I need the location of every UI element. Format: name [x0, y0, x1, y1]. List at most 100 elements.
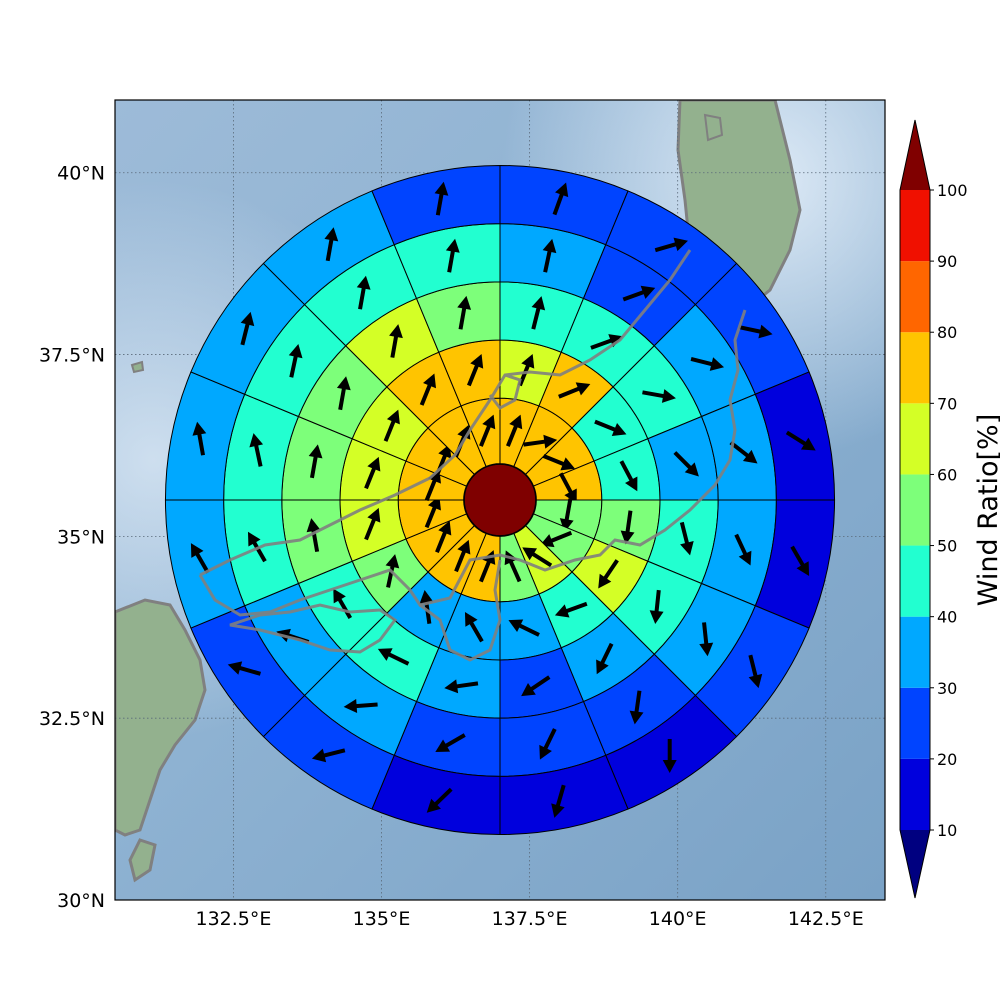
wind-arrow-r4-s3: [785, 430, 816, 451]
wind-arrow-r0-s4: [559, 498, 574, 533]
colorbar-under-triangle: [900, 830, 930, 898]
wind-arrow-r4-s10: [227, 661, 261, 676]
lon-tick-label-1: 135°E: [353, 908, 411, 930]
wind-arrow-r4-s13: [240, 311, 255, 346]
wind-arrow-r1-s12: [364, 456, 381, 490]
wind-arrow-r4-s11: [190, 543, 210, 574]
lon-tick-label-3: 140°E: [649, 908, 707, 930]
wind-arrow-r2-s3: [673, 451, 699, 477]
wind-arrow-r4-s1: [654, 237, 688, 253]
wind-arrow-r3-s8: [435, 733, 466, 753]
lon-tick-label-4: 142.5°E: [788, 908, 864, 930]
colorbar-segment-0: [900, 758, 930, 830]
wind-arrow-r1-s4: [620, 510, 635, 545]
wind-arrow-r1-s0: [518, 353, 535, 387]
colorbar-label-2: 30: [937, 679, 957, 698]
wind-arrow-r2-s14: [389, 324, 403, 358]
wind-arrow-r2-s8: [444, 679, 479, 694]
coastline-overlay: [198, 249, 747, 662]
wind-arrow-r2-s9: [377, 648, 410, 666]
wind-arrow-r2-s10: [333, 588, 353, 620]
lon-tick-label-0: 132.5°E: [196, 908, 272, 930]
landmass-tsushima: [130, 360, 145, 374]
colorbar-segment-5: [900, 403, 930, 475]
colorbar-label-4: 50: [937, 537, 957, 556]
wind-arrow-r1-s5: [598, 559, 619, 589]
wind-arrow-r1-s6: [554, 601, 588, 618]
landmass-sado: [703, 113, 724, 142]
wind-arrow-r0-s10: [435, 520, 452, 554]
landmass-kyushu-south: [128, 838, 157, 883]
wind-arrow-r1-s13: [383, 409, 400, 442]
colorbar-label-3: 40: [937, 608, 957, 627]
lat-tick-label-1: 32.5°N: [39, 708, 105, 730]
coastline-kii: [419, 559, 502, 662]
wind-arrow-r4-s6: [662, 738, 677, 773]
axis-tick-labels: 30°N 32.5°N 35°N 37.5°N 40°N 132.5°E 135°E 137.…: [39, 163, 864, 930]
wind-arrow-r1-s14: [419, 373, 437, 406]
wind-arrow-r3-s7: [539, 728, 557, 760]
wind-arrow-r4-s2: [738, 324, 773, 339]
colorbar-segment-6: [900, 332, 930, 404]
map-frame: 30°N 32.5°N 35°N 37.5°N 40°N 132.5°E 135°E 137.…: [39, 99, 886, 930]
wind-arrow-r3-s6: [629, 690, 644, 725]
colorbar-title: Wind Ratio[%]: [973, 414, 1000, 606]
wind-arrow-r0-s1: [523, 434, 558, 449]
wind-arrow-r2-s2: [642, 389, 676, 403]
colorbar-label-1: 20: [937, 750, 957, 769]
lon-tick-label-2: 137.5°E: [492, 908, 568, 930]
colorbar-label-8: 90: [937, 252, 957, 271]
wind-arrow-r0-s15: [479, 414, 496, 447]
colorbar-label-5: 60: [937, 465, 957, 484]
wind-arrow-r3-s15: [445, 238, 460, 273]
coastline-honshu: [198, 249, 747, 617]
wind-arrow-r3-s1: [622, 285, 656, 302]
wind-arrow-r1-s2: [594, 419, 627, 437]
wind-arrow-r2-s15: [457, 295, 472, 330]
center-disk: [463, 463, 537, 537]
wind-arrow-r0-s6: [522, 547, 553, 568]
lat-tick-label-4: 40°N: [57, 163, 105, 185]
wind-arrow-r4-s14: [324, 227, 339, 262]
wind-arrow-r3-s14: [356, 275, 371, 310]
colorbar-segment-7: [900, 261, 930, 333]
coastline-shikoku: [229, 603, 398, 654]
colorbar: 10 20 30 40 50 60 70 80 90 100 Wind Ratio[%]: [899, 119, 1000, 899]
wind-arrow-r4-s0: [552, 182, 569, 216]
landmasses: [115, 100, 802, 883]
wind-arrow-r4-s9: [311, 748, 346, 763]
lat-tick-label-2: 35°N: [57, 526, 105, 548]
colorbar-segment-1: [900, 687, 930, 759]
wind-arrow-r0-s0: [506, 414, 523, 447]
map-border: [114, 99, 886, 901]
wind-arrow-r2-s5: [649, 589, 664, 624]
wind-arrow-r3-s12: [249, 433, 264, 467]
wind-arrow-r1-s11: [364, 507, 381, 541]
wind-arrow-r1-s10: [385, 554, 400, 588]
wind-arrow-r2-s7: [521, 675, 551, 697]
wind-arrow-r1-s7: [508, 619, 540, 637]
colorbar-label-0: 10: [937, 821, 957, 840]
wind-sectors: [164, 164, 836, 836]
wind-arrow-r4-s15: [434, 181, 449, 216]
wind-arrow-r4-s4: [790, 545, 810, 577]
colorbar-label-6: 70: [937, 394, 957, 413]
wind-arrow-r3-s5: [699, 622, 714, 657]
wind-arrow-r1-s15: [466, 353, 484, 387]
landmass-kyushu: [115, 598, 207, 837]
wind-arrow-r1-s9: [419, 590, 434, 624]
wind-arrow-r2-s0: [531, 296, 546, 330]
colorbar-label-7: 80: [937, 323, 957, 342]
wind-arrow-r3-s0: [542, 238, 557, 273]
wind-arrow-r2-s13: [336, 376, 351, 411]
wind-arrow-r2-s12: [308, 444, 323, 479]
wind-arrow-r3-s11: [247, 531, 267, 563]
colorbar-segment-2: [900, 616, 930, 688]
wind-arrow-r2-s4: [679, 521, 694, 556]
wind-arrow-r4-s5: [748, 654, 763, 689]
wind-arrow-r1-s8: [464, 611, 484, 643]
colorbar-over-triangle: [900, 120, 930, 190]
colorbar-segment-4: [900, 474, 930, 546]
sector-r4-s15: [371, 164, 501, 246]
